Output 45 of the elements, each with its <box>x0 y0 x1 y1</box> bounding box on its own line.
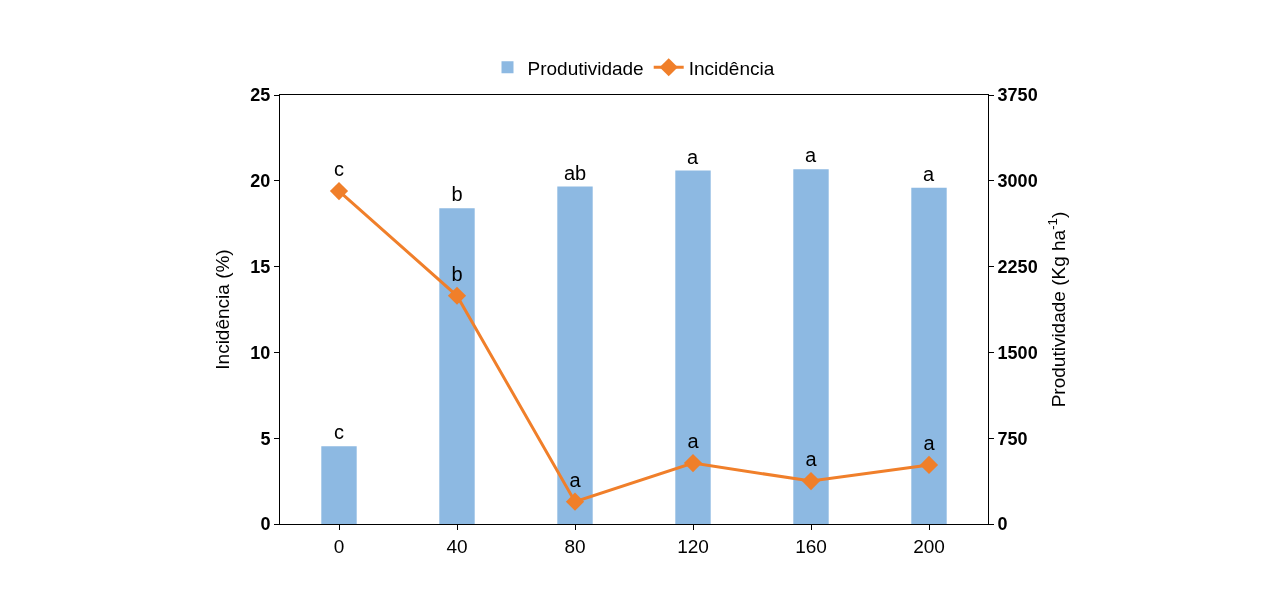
data-label: b <box>451 263 463 286</box>
data-label: a <box>569 468 582 491</box>
bar <box>793 169 829 524</box>
legend-label: Incidência <box>688 57 775 79</box>
bar <box>557 186 593 524</box>
y2-tick-label: 2250 <box>997 256 1038 277</box>
x-tick-label: 120 <box>677 535 709 557</box>
y-axis-title: Incidência (%) <box>212 249 234 370</box>
y2-tick-label: 3000 <box>997 171 1038 192</box>
y-tick-label: 15 <box>250 256 271 277</box>
x-tick-label: 200 <box>913 535 945 557</box>
data-label: a <box>687 430 700 453</box>
bar <box>321 446 357 524</box>
bar <box>675 170 711 524</box>
x-tick-label: 160 <box>795 535 827 557</box>
point <box>801 472 821 491</box>
y2-tick-label: 3750 <box>997 85 1038 106</box>
data-label: ab <box>563 161 587 184</box>
data-label: c <box>334 158 344 181</box>
bar <box>439 208 475 524</box>
x-tick-label: 40 <box>446 535 468 557</box>
y2-tick-label: 1500 <box>997 342 1038 363</box>
y-tick-label: 10 <box>250 342 271 363</box>
legend-label: Produtividade <box>527 57 644 79</box>
data-label: a <box>805 448 818 471</box>
data-label: b <box>451 183 463 206</box>
y2-tick-label: 750 <box>997 428 1028 449</box>
data-label: a <box>687 145 699 168</box>
data-label: a <box>923 432 936 455</box>
y-tick-label: 5 <box>260 428 271 449</box>
data-label: a <box>805 144 817 167</box>
x-tick-label: 0 <box>333 535 345 557</box>
data-label: c <box>334 421 344 444</box>
y-tick-label: 25 <box>250 85 271 106</box>
point <box>329 182 349 201</box>
y-tick-label: 20 <box>250 171 271 192</box>
y2-tick-label: 0 <box>997 514 1008 535</box>
data-label: a <box>923 162 935 185</box>
point <box>919 455 939 475</box>
x-tick-label: 80 <box>564 535 586 557</box>
point <box>683 453 703 473</box>
bar <box>911 187 947 524</box>
point <box>565 492 585 511</box>
y-tick-label: 0 <box>260 514 271 535</box>
point <box>447 286 467 305</box>
